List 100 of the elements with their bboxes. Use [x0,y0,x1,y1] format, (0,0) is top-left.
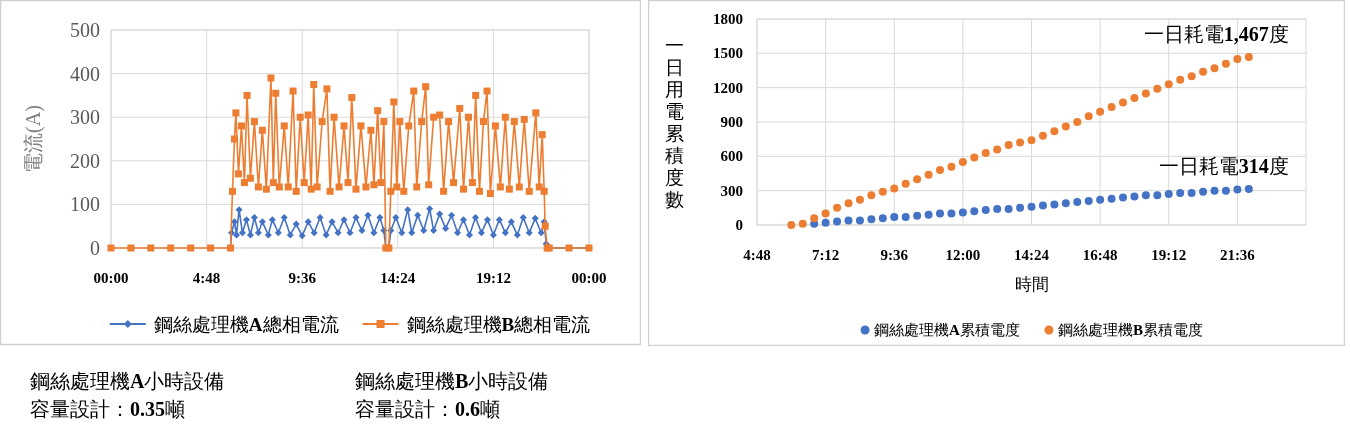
point [924,170,933,179]
y-tick-label: 500 [70,19,100,41]
point [1016,138,1025,147]
y-tick-label: 1200 [713,79,743,96]
point [878,214,887,223]
point [1141,191,1150,200]
point [1027,202,1036,211]
y-tick-label: 0 [735,217,743,233]
x-tick-label: 7:12 [811,247,840,263]
point [855,195,864,204]
point [821,209,830,218]
point [1004,204,1013,213]
point [913,211,922,220]
point [1141,89,1150,98]
point [981,206,990,215]
point [1244,185,1253,194]
x-tick-label: 9:36 [880,247,909,263]
x-tick-label: 19:12 [1151,247,1187,263]
point [1210,64,1219,73]
point [924,210,933,219]
y-tick-label: 300 [70,106,100,129]
point [855,216,864,225]
x-tick-label: 9:36 [288,270,317,286]
point [958,208,967,217]
point [981,148,990,157]
y-tick-label: 300 [720,182,743,199]
point [1233,185,1242,194]
point [1221,186,1230,195]
y-tick-label: 0 [90,237,100,259]
x-tick-label: 21:36 [1219,247,1256,263]
point [1176,188,1185,197]
point [1210,186,1219,195]
y-axis-title: 電流(A) [22,105,45,173]
point [936,166,944,175]
point [1221,59,1230,68]
point [1084,112,1093,121]
y-tick-label: 100 [70,193,100,216]
x-tick-label: 14:24 [380,270,416,286]
y-axis-title: 一日用電累積度數 [664,35,684,210]
point [1027,136,1036,145]
point [833,203,842,212]
point [1096,195,1105,204]
y-tick-label: 1500 [713,45,743,62]
point [1050,200,1059,209]
point [1038,201,1047,210]
point [1016,203,1025,212]
point [1061,122,1070,131]
point [1153,84,1162,93]
point [936,209,944,218]
point [798,219,807,228]
point [1187,72,1196,81]
point [890,212,899,221]
point [787,221,796,229]
point [993,204,1002,213]
point [890,184,899,193]
point [947,162,956,171]
x-tick-label: 4:48 [743,247,771,263]
point [1096,107,1105,116]
y-tick-label: 400 [70,62,100,85]
point [1073,118,1082,126]
point [1050,127,1059,136]
point [901,179,910,188]
point [1244,53,1253,62]
x-tick-label: 16:48 [1082,247,1118,263]
point [1084,196,1093,205]
point [867,191,876,200]
point [1187,188,1196,197]
point [970,153,979,162]
point [810,214,819,223]
x-tick-label: 4:48 [192,270,221,286]
legend-label: 鋼絲處理機A總相電流 [153,313,339,335]
x-tick-label: 14:24 [1014,247,1050,263]
point [821,218,830,227]
text: 鋼絲處理機B小時設備容量設計：0.6噸 [355,370,549,420]
point [958,158,967,167]
point [1164,190,1173,199]
legend-label: 鋼絲處理機B累積電度 [1057,322,1203,338]
point [1107,103,1116,112]
y-tick-label: 600 [720,148,743,165]
point [1164,80,1173,89]
y-tick-label: 200 [70,149,100,172]
point [1107,194,1116,203]
point [833,217,842,226]
point [947,209,956,218]
x-tick-label: 19:12 [475,270,511,286]
legend-label: 鋼絲處理機A累積電度 [874,322,1020,338]
point [1130,93,1139,102]
point [1073,198,1082,207]
point [1004,140,1013,149]
point [1038,131,1047,140]
annotation: 一日耗電314度 [1158,155,1289,178]
x-tick-label: 00:00 [571,270,607,286]
x-tick-label: 12:00 [945,247,981,263]
point [901,212,910,221]
point [1233,55,1242,64]
annotation: 一日耗電1,467度 [1143,23,1289,46]
point [1119,98,1127,107]
point [1061,199,1070,208]
point [867,215,876,224]
point [913,175,922,184]
